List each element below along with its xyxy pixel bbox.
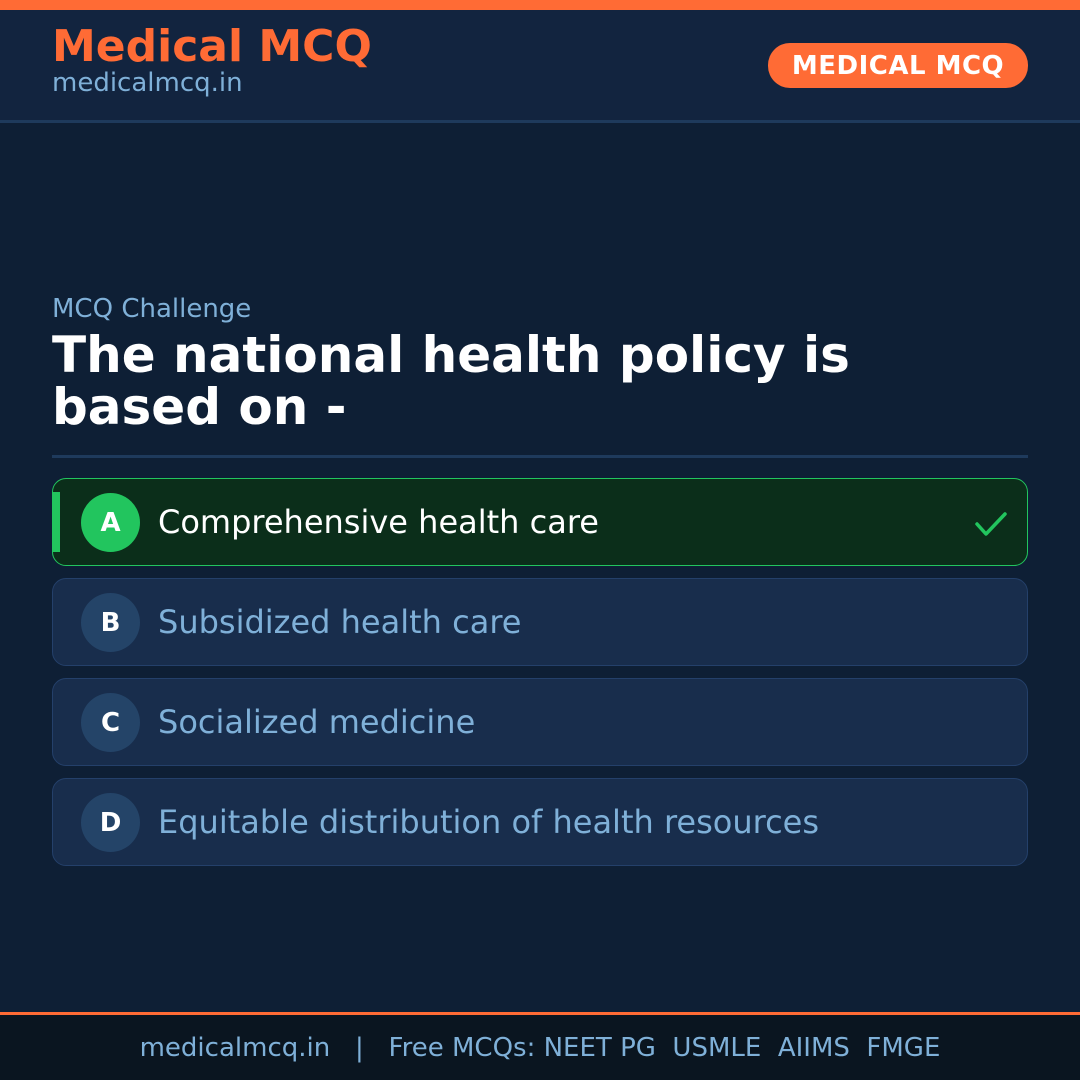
option-letter: C (81, 693, 140, 752)
category-badge: MEDICAL MCQ (768, 43, 1028, 88)
option-b[interactable]: B Subsidized health care (52, 578, 1028, 666)
correct-indicator-bar (53, 492, 60, 552)
checkmark-icon (975, 512, 1007, 536)
brand-title: Medical MCQ (52, 21, 372, 72)
site-url: medicalmcq.in (52, 68, 243, 98)
top-accent-bar (0, 0, 1080, 10)
question-kicker: MCQ Challenge (52, 294, 252, 324)
option-letter: A (81, 493, 140, 552)
option-letter: D (81, 793, 140, 852)
option-text: Subsidized health care (158, 603, 522, 641)
option-a[interactable]: A Comprehensive health care (52, 478, 1028, 566)
option-letter: B (81, 593, 140, 652)
option-text: Equitable distribution of health resourc… (158, 803, 820, 841)
footer: medicalmcq.in | Free MCQs: NEET PG USMLE… (0, 1012, 1080, 1080)
option-text: Socialized medicine (158, 703, 476, 741)
divider (52, 455, 1028, 458)
header: Medical MCQ medicalmcq.in MEDICAL MCQ (0, 10, 1080, 123)
option-d[interactable]: D Equitable distribution of health resou… (52, 778, 1028, 866)
option-c[interactable]: C Socialized medicine (52, 678, 1028, 766)
option-text: Comprehensive health care (158, 503, 599, 541)
question-text: The national health policy is based on - (52, 326, 850, 436)
